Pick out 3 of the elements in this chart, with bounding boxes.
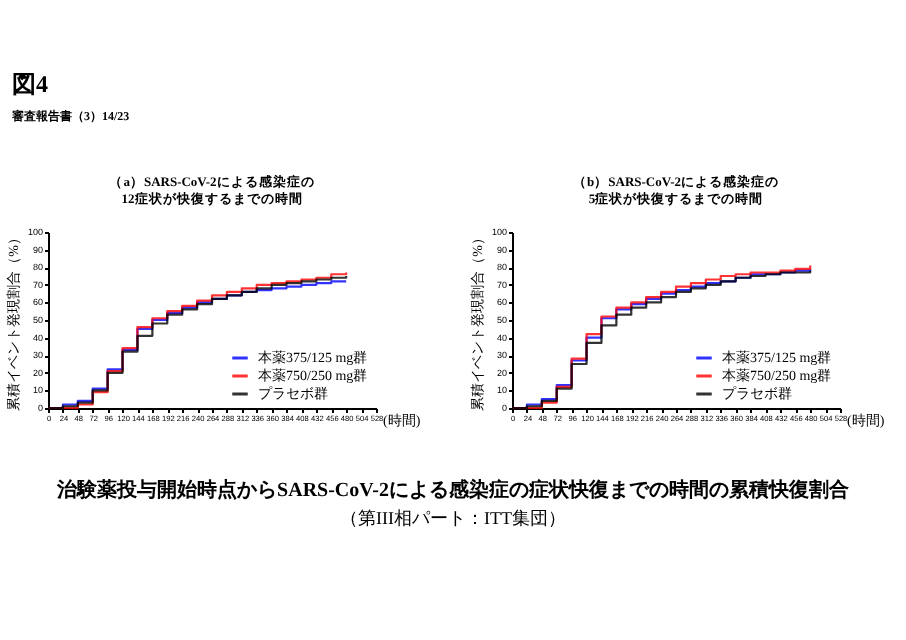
text: 治験薬投与開始時点からSARS-CoV-2による感染症の症状快復までの時間の累積快復割合 [55, 477, 851, 504]
caption: 図4 [12, 68, 50, 102]
text: （第III相パート：ITT集団） [338, 506, 568, 532]
